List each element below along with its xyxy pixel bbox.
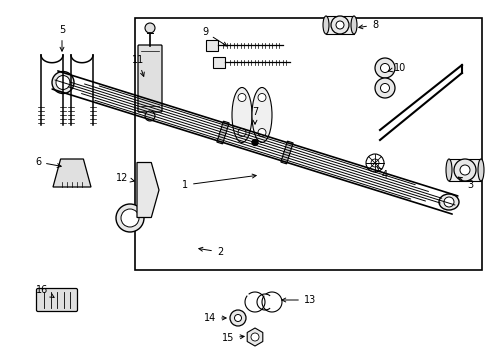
Circle shape [453, 159, 475, 181]
FancyBboxPatch shape [37, 288, 77, 311]
Circle shape [121, 209, 139, 227]
Circle shape [330, 16, 348, 34]
Circle shape [258, 94, 265, 102]
Text: 11: 11 [132, 55, 144, 76]
Circle shape [56, 76, 70, 90]
Bar [325, 16, 353, 34]
Text: 3: 3 [457, 177, 472, 190]
Polygon shape [216, 121, 229, 144]
Text: 12: 12 [116, 173, 134, 183]
Ellipse shape [251, 87, 271, 143]
Text: 15: 15 [222, 333, 244, 343]
Bar [135, 18, 481, 270]
Circle shape [258, 129, 265, 136]
Bar [448, 159, 480, 181]
Circle shape [145, 23, 155, 33]
Text: 13: 13 [281, 295, 315, 305]
Text: 16: 16 [36, 285, 54, 297]
Ellipse shape [477, 159, 483, 181]
Text: 8: 8 [358, 20, 377, 30]
Polygon shape [280, 141, 292, 164]
Polygon shape [247, 328, 262, 346]
Circle shape [380, 84, 389, 93]
FancyBboxPatch shape [138, 45, 162, 112]
Text: 6: 6 [35, 157, 61, 167]
Circle shape [238, 94, 245, 102]
Polygon shape [137, 162, 159, 217]
Text: 2: 2 [199, 247, 223, 257]
Circle shape [234, 315, 241, 321]
Text: 10: 10 [387, 63, 406, 73]
Circle shape [443, 197, 453, 207]
Circle shape [229, 310, 245, 326]
Circle shape [238, 129, 245, 136]
Circle shape [459, 165, 469, 175]
Circle shape [250, 333, 259, 341]
Circle shape [145, 111, 155, 121]
Text: 5: 5 [59, 25, 65, 51]
Text: 1: 1 [182, 174, 256, 190]
Ellipse shape [438, 194, 458, 210]
Circle shape [335, 21, 343, 29]
Ellipse shape [52, 72, 74, 94]
Ellipse shape [323, 16, 328, 34]
Text: 4: 4 [376, 167, 387, 180]
Text: 7: 7 [251, 107, 258, 124]
Ellipse shape [445, 159, 451, 181]
Text: 9: 9 [202, 27, 226, 46]
Polygon shape [213, 57, 224, 68]
Circle shape [380, 63, 389, 72]
Text: 14: 14 [203, 313, 225, 323]
Circle shape [251, 140, 258, 145]
Ellipse shape [231, 87, 251, 143]
Circle shape [374, 58, 394, 78]
Ellipse shape [116, 204, 143, 232]
Polygon shape [205, 40, 218, 50]
Polygon shape [53, 159, 91, 187]
Circle shape [374, 78, 394, 98]
Ellipse shape [350, 16, 356, 34]
